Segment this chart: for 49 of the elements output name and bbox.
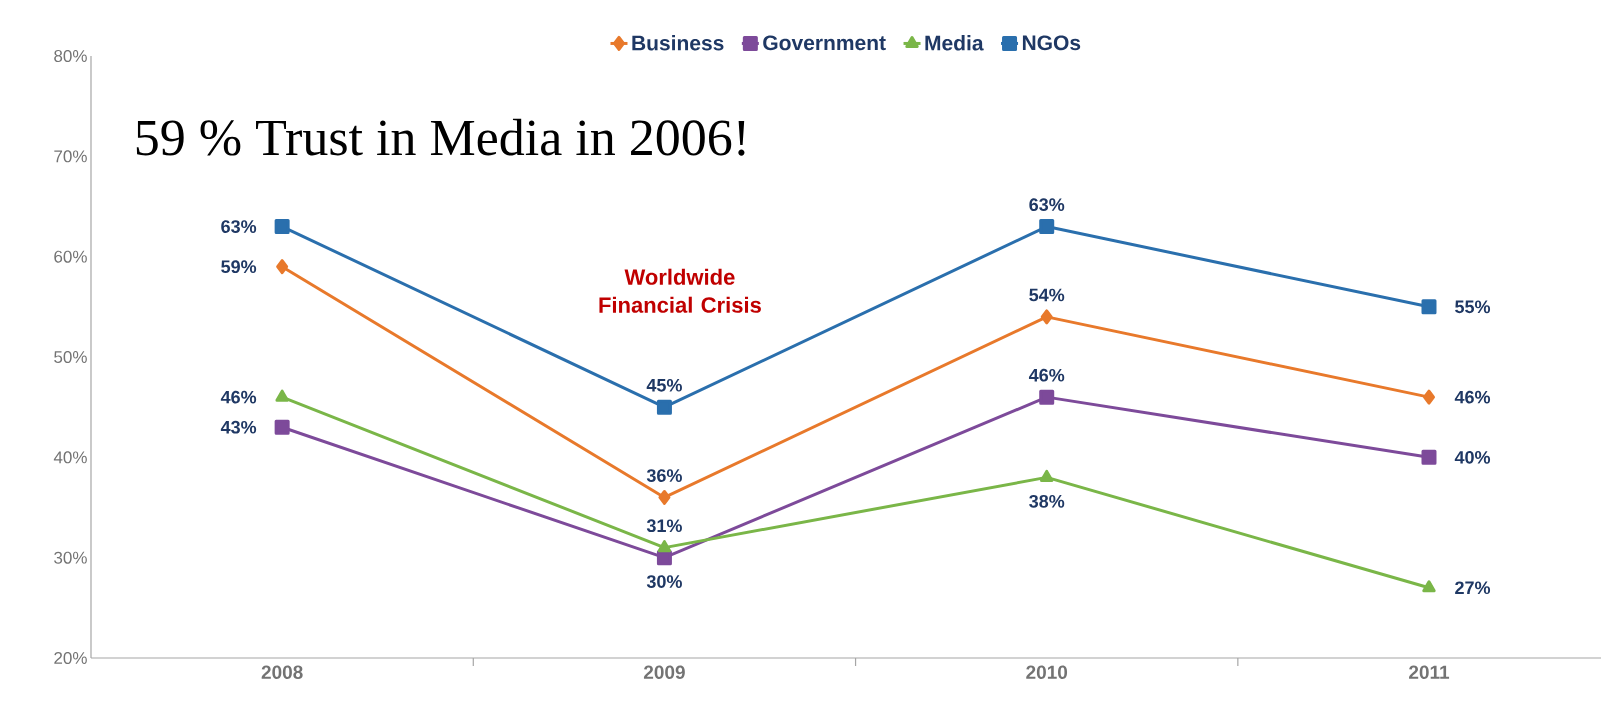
point [656,550,672,566]
point [657,540,672,553]
data-label: 30% [646,575,682,588]
data-label: 43% [220,420,257,434]
point [274,419,290,435]
y-tick-label: 50% [54,350,87,364]
point [275,389,289,402]
y-tick-label: 20% [54,651,87,665]
point [276,259,289,275]
x-tick-label: 2009 [643,665,685,679]
point [1421,449,1437,465]
annotation: 59 % Trust in Media in 2006! [136,118,745,156]
data-label: 31% [646,519,682,533]
y-tick-label: 30% [54,551,87,564]
point [1039,389,1055,405]
legend-label: Media [925,35,984,51]
data-label: 63% [221,220,257,233]
data-label: 40% [1454,450,1491,464]
x-tick-label: 2011 [1409,665,1450,679]
data-label: 46% [220,390,257,404]
y-tick-label: 40% [53,451,87,464]
x-tick-label: 2008 [261,665,303,679]
legend-label: NGOs [1022,35,1081,51]
point [1422,580,1436,593]
data-label: 38% [1029,494,1065,508]
point [1040,309,1053,325]
data-label: 46% [1028,368,1065,382]
point [658,489,671,505]
data-label: 36% [646,469,682,482]
data-label: 63% [1029,198,1065,212]
y-tick-label: 60% [54,250,87,263]
y-tick-label: 80% [54,49,87,63]
annotation: Worldwide Financial Crisis [599,268,761,313]
point [274,219,290,235]
y-tick-label: 70% [54,150,87,163]
data-label: 55% [1455,300,1491,314]
point [1040,469,1054,482]
point [1423,389,1435,405]
x-tick-label: 2010 [1026,665,1068,679]
data-label: 45% [646,378,682,392]
legend-label: Business [632,35,724,51]
data-label: 54% [1029,288,1065,302]
point [1421,299,1437,315]
data-label: 27% [1455,581,1491,595]
point [1039,219,1055,235]
data-label: 46% [1454,390,1491,404]
data-label: 59% [221,260,257,274]
legend-label: Government [763,35,886,51]
point [656,399,672,415]
